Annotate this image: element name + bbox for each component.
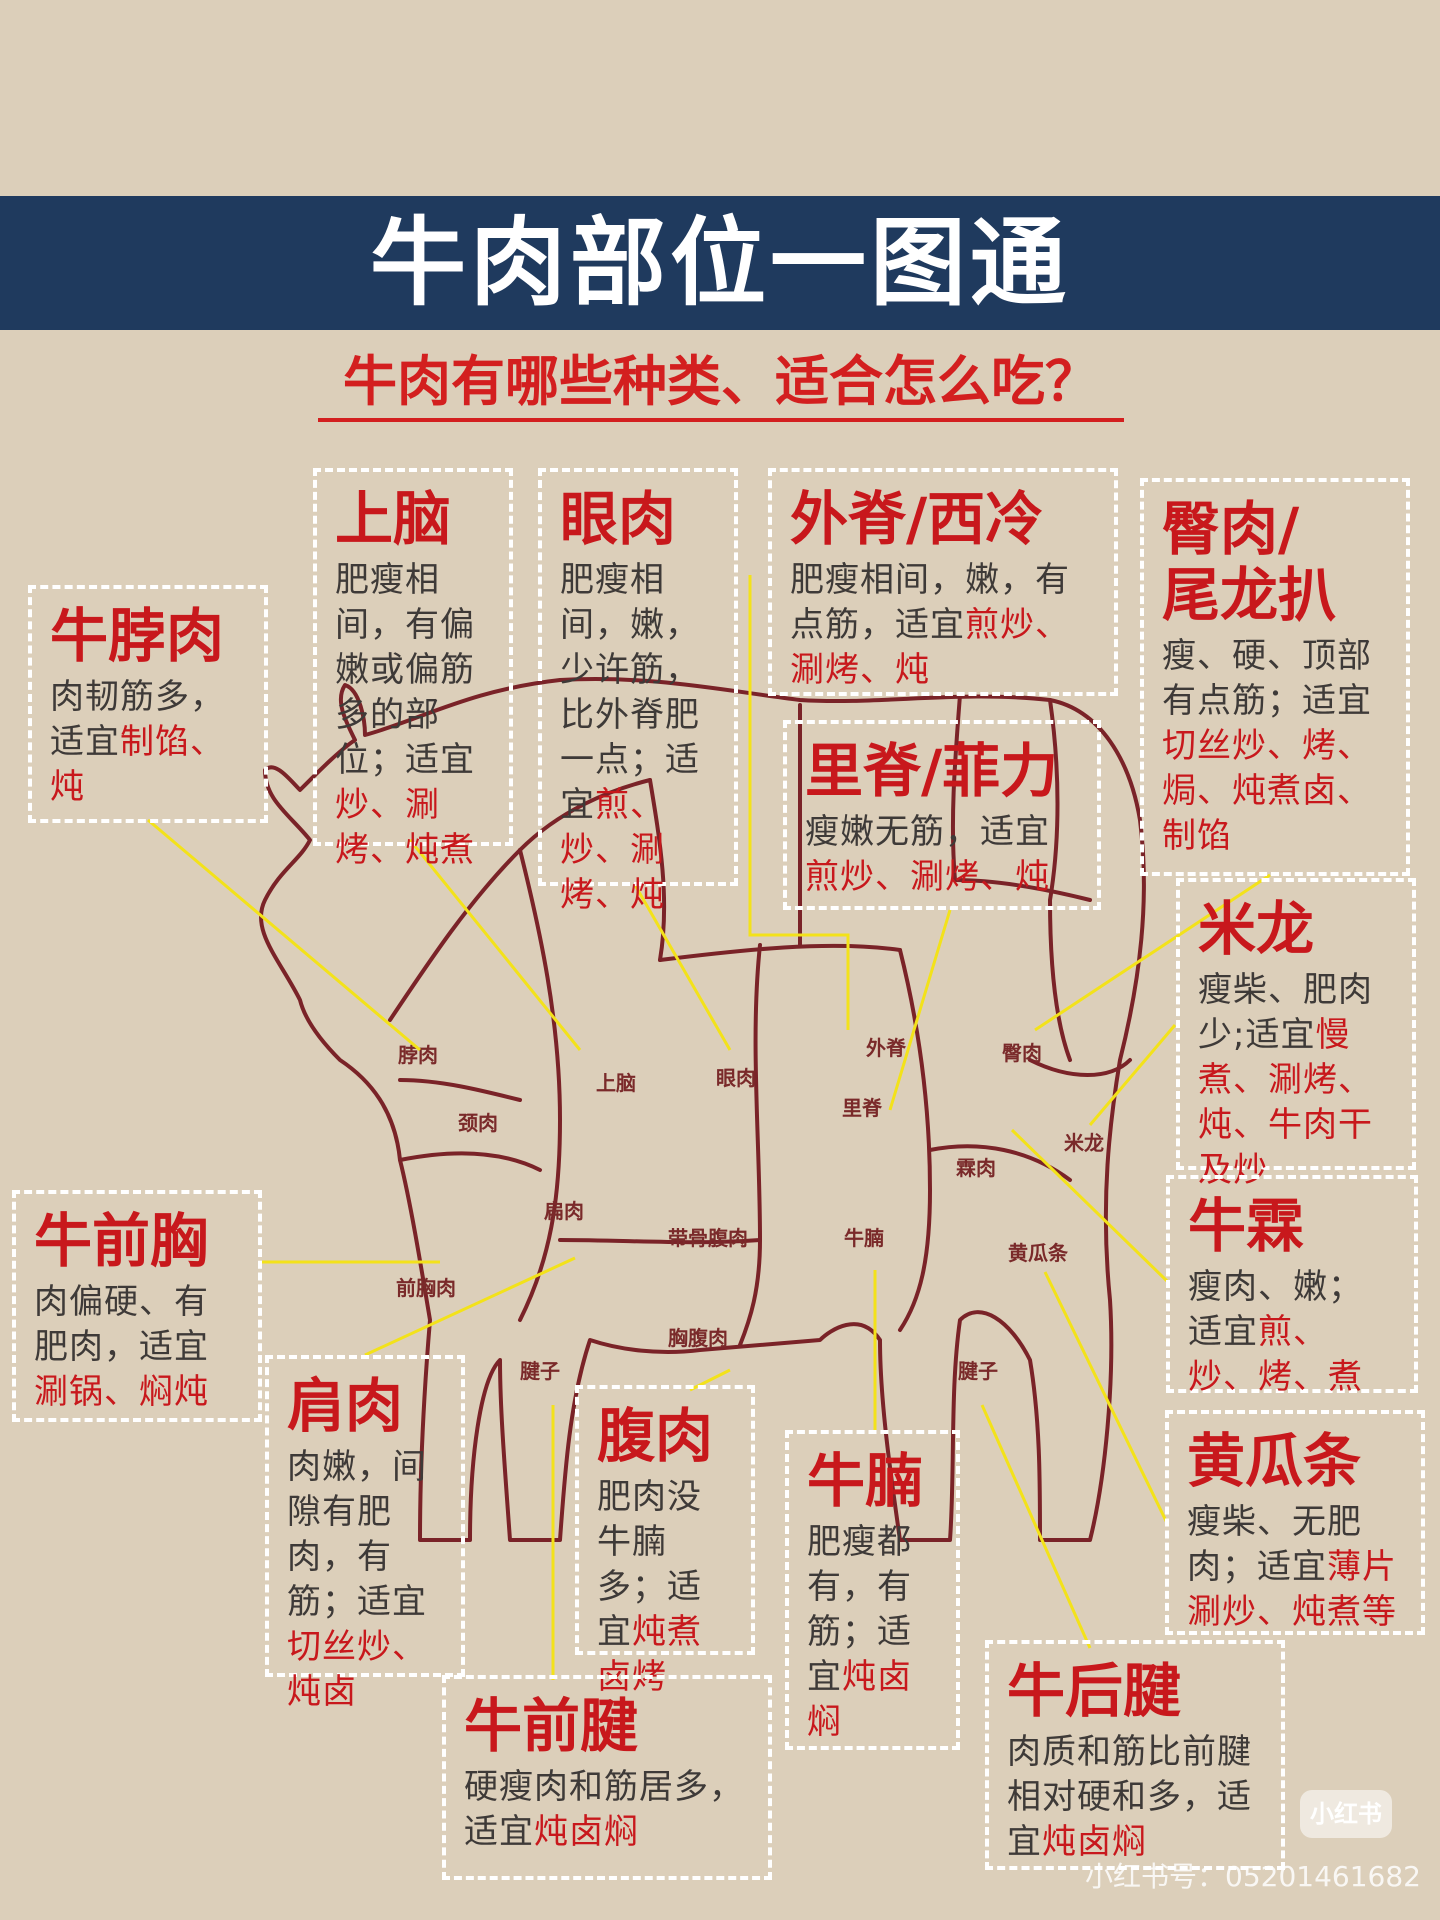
page-title: 牛肉部位一图通	[0, 196, 1440, 330]
box-chuck: 上脑 肥瘦相间，有偏嫩或偏筋多的部位；适宜炒、涮烤、炖煮	[313, 468, 513, 870]
box-eyeround: 黄瓜条 瘦柴、无肥肉；适宜薄片涮炒、炖煮等	[1165, 1410, 1425, 1635]
xiaohongshu-logo: 小红书	[1300, 1790, 1392, 1838]
desc-neck: 肉韧筋多，适宜制馅、炖	[50, 677, 225, 807]
cow-outline	[258, 677, 1146, 1542]
box-silverside: 米龙 瘦柴、肥肉少;适宜慢煮、涮烤、炖、牛肉干及炒	[1176, 878, 1416, 1190]
title-plate: 牛腩	[807, 1447, 924, 1515]
title-ribeye: 眼肉	[560, 485, 677, 553]
cow-label-brisket: 前胸肉	[396, 1276, 456, 1300]
title-knuckle: 牛霖	[1188, 1192, 1305, 1260]
leader-chuck	[408, 839, 582, 1051]
cow-label-plate: 牛腩	[844, 1226, 884, 1250]
title-eyeround: 黄瓜条	[1187, 1427, 1362, 1495]
cow-label-ribeye: 眼肉	[716, 1066, 756, 1090]
title-hindshank: 牛后腱	[1007, 1657, 1182, 1725]
leader-shoulder	[364, 1256, 576, 1357]
cow-label-tenderloin: 里脊	[842, 1096, 883, 1120]
cow-label-knuckle: 霖肉	[956, 1156, 996, 1180]
title-shoulder: 肩肉	[287, 1372, 404, 1440]
box-hindshank: 牛后腱 肉质和筋比前腱相对硬和多，适宜炖卤焖	[985, 1640, 1285, 1870]
desc-foreshank: 硬瘦肉和筋居多，适宜炖卤焖	[464, 1767, 744, 1852]
leader-rump	[1034, 873, 1271, 1032]
title-silverside: 米龙	[1198, 895, 1315, 963]
box-plate: 牛腩 肥瘦都有，有筋；适宜炖卤焖	[785, 1430, 960, 1750]
leader-knuckle	[1010, 1128, 1170, 1284]
desc-ribeye: 肥瘦相间，嫩，少许筋，比外脊肥一点；适宜煎、炒、涮烤、炖	[560, 560, 700, 915]
cow-label-neck2: 颈肉	[458, 1111, 498, 1135]
title-striploin: 外脊/西冷	[790, 485, 1044, 553]
desc-hindshank: 肉质和筋比前腱相对硬和多，适宜炖卤焖	[1007, 1732, 1252, 1862]
desc-knuckle: 瘦肉、嫩；适宜煎、炒、烤、煮	[1188, 1267, 1363, 1397]
desc-tenderloin: 瘦嫩无筋，适宜煎炒、涮烤、炖	[805, 812, 1050, 897]
watermark: 小红书号：05201461682	[1085, 1860, 1421, 1893]
leader-hindshank	[980, 1404, 1092, 1649]
title-brisket: 牛前胸	[34, 1207, 209, 1275]
box-foreshank: 牛前腱 硬瘦肉和筋居多，适宜炖卤焖	[442, 1675, 772, 1880]
cow-label-hindshank: 腱子	[958, 1359, 998, 1383]
page-subtitle: 牛肉有哪些种类、适合怎么吃？	[318, 352, 1124, 422]
title-tenderloin: 里脊/菲力	[805, 737, 1059, 805]
desc-rump: 瘦、硬、顶部有点筋；适宜切丝炒、烤、焗、炖煮卤、制馅	[1162, 636, 1372, 856]
leader-eyeround	[1043, 1271, 1170, 1526]
title-flank: 腹肉	[597, 1402, 714, 1470]
box-neck: 牛脖肉 肉韧筋多，适宜制馅、炖	[28, 585, 268, 823]
box-shoulder: 肩肉 肉嫩，间隙有肥肉，有筋；适宜切丝炒、炖卤	[265, 1355, 465, 1712]
desc-silverside: 瘦柴、肥肉少;适宜慢煮、涮烤、炖、牛肉干及炒	[1198, 970, 1373, 1190]
cow-label-striploin: 外脊	[866, 1036, 907, 1060]
box-tenderloin: 里脊/菲力 瘦嫩无筋，适宜煎炒、涮烤、炖	[783, 720, 1101, 910]
cow-label-belly: 胸腹肉	[668, 1326, 728, 1350]
desc-shoulder: 肉嫩，间隙有肥肉，有筋；适宜切丝炒、炖卤	[287, 1447, 427, 1712]
desc-brisket: 肉偏硬、有肥肉，适宜涮锅、焖炖	[34, 1282, 209, 1412]
leader-striploin	[748, 575, 850, 1030]
cow-label-silverside: 米龙	[1064, 1131, 1104, 1155]
title-foreshank: 牛前腱	[464, 1692, 639, 1760]
desc-eyeround: 瘦柴、无肥肉；适宜薄片涮炒、炖煮等	[1187, 1502, 1397, 1632]
title-rump: 臀肉/ 尾龙扒	[1162, 495, 1337, 629]
cow-label-shoulder: 扁肉	[544, 1199, 584, 1223]
cow-label-chuck: 上脑	[596, 1071, 636, 1095]
cow-label-rump: 臀肉	[1002, 1041, 1042, 1065]
leader-silverside	[1088, 1024, 1177, 1126]
cow-label-ribs: 带骨腹肉	[668, 1226, 748, 1250]
box-knuckle: 牛霖 瘦肉、嫩；适宜煎、炒、烤、煮	[1166, 1175, 1418, 1397]
title-neck: 牛脖肉	[50, 602, 225, 670]
title-chuck: 上脑	[335, 485, 452, 553]
cow-label-foreshank: 腱子	[520, 1359, 560, 1383]
box-ribeye: 眼肉 肥瘦相间，嫩，少许筋，比外脊肥一点；适宜煎、炒、涮烤、炖	[538, 468, 738, 915]
desc-chuck: 肥瘦相间，有偏嫩或偏筋多的部位；适宜炒、涮烤、炖煮	[335, 560, 475, 870]
leader-neck	[147, 818, 421, 1052]
leader-ribeye	[633, 884, 732, 1051]
box-striploin: 外脊/西冷 肥瘦相间，嫩，有点筋，适宜煎炒、涮烤、炖	[768, 468, 1118, 696]
box-flank: 腹肉 肥肉没牛腩多；适宜炖煮卤烤	[575, 1385, 755, 1697]
leader-tenderloin	[888, 909, 952, 1111]
cow-label-eyeround: 黄瓜条	[1008, 1241, 1069, 1265]
desc-plate: 肥瘦都有，有筋；适宜炖卤焖	[807, 1522, 912, 1742]
box-rump: 臀肉/ 尾龙扒 瘦、硬、顶部有点筋；适宜切丝炒、烤、焗、炖煮卤、制馅	[1140, 478, 1410, 876]
desc-striploin: 肥瘦相间，嫩，有点筋，适宜煎炒、涮烤、炖	[790, 560, 1070, 690]
box-brisket: 牛前胸 肉偏硬、有肥肉，适宜涮锅、焖炖	[12, 1190, 262, 1422]
desc-flank: 肥肉没牛腩多；适宜炖煮卤烤	[597, 1477, 702, 1697]
